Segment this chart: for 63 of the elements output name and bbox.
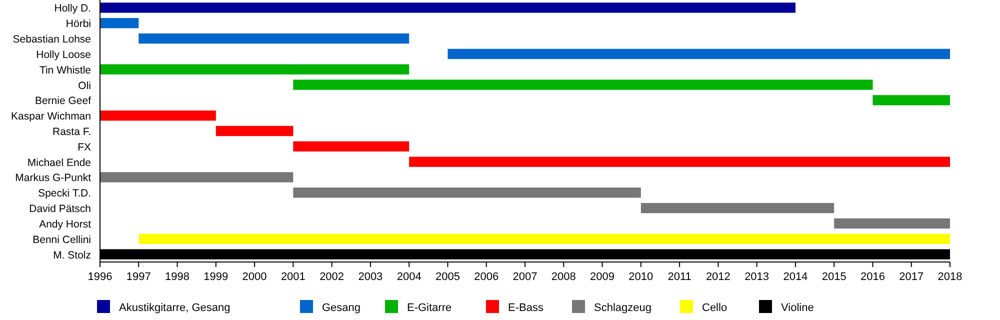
legend-label: E-Gitarre (407, 302, 452, 314)
x-tick-label: 2011 (668, 271, 692, 283)
bar (409, 156, 950, 167)
bar (100, 172, 294, 182)
y-tick-label: Kaspar Wichman (11, 110, 92, 123)
y-tick-label: Holly D. (54, 2, 91, 15)
x-tick-label: 2006 (474, 271, 499, 283)
x-tick-label: 1999 (204, 271, 228, 283)
bar (293, 141, 410, 152)
bar (293, 188, 641, 198)
bar (138, 234, 950, 244)
bar (216, 126, 294, 136)
x-tick-label: 2003 (358, 271, 383, 283)
legend-label: Violine (781, 302, 814, 314)
x-tick-label: 2005 (435, 271, 460, 283)
x-tick-label: 1997 (126, 271, 151, 283)
legend-label: E-Bass (508, 302, 544, 314)
y-tick-label: FX (78, 141, 91, 154)
x-tick-label: 2007 (512, 271, 538, 283)
x-tick-label: 2017 (899, 271, 924, 283)
x-tick-label: 2004 (396, 271, 422, 283)
y-tick-label: Oli (78, 80, 91, 92)
x-tick-label: 2016 (860, 271, 885, 283)
bar (100, 64, 410, 74)
y-tick-label: M. Stolz (53, 249, 91, 262)
bar (100, 18, 139, 28)
legend-label: Cello (702, 302, 728, 314)
y-tick-label: Bernie Geef (34, 95, 92, 108)
legend-label: Akustikgitarre, Gesang (119, 302, 230, 314)
x-tick-label: 2000 (242, 271, 267, 283)
legend-label: Gesang (322, 302, 361, 314)
y-tick-label: Benni Cellini (32, 234, 91, 246)
y-tick-label: Tin Whistle (39, 64, 92, 76)
x-tick-label: 2010 (628, 271, 654, 283)
y-tick-label: Specki T.D. (38, 188, 91, 200)
x-tick-label: 2008 (551, 271, 576, 283)
x-tick-label: 2002 (320, 271, 344, 283)
x-tick-label: 1998 (165, 271, 190, 283)
x-tick-label: 2012 (706, 271, 730, 283)
x-tick-label: 2014 (783, 271, 808, 283)
y-tick-label: Markus G-Punkt (15, 172, 92, 184)
x-tick-label: 2015 (822, 271, 846, 283)
bar (293, 80, 873, 90)
y-tick-label: David Pätsch (29, 203, 92, 216)
x-tick-label: 2001 (280, 271, 306, 283)
bar (138, 33, 410, 44)
x-tick-label: 2018 (938, 271, 962, 283)
x-tick-label: 2013 (744, 271, 770, 283)
y-tick-label: Sebastian Lohse (12, 34, 92, 46)
bar (100, 110, 216, 121)
y-tick-label: Holly Loose (36, 48, 92, 61)
y-tick-label: Rasta F. (52, 126, 91, 138)
bar (872, 95, 950, 106)
legend-label: Schlagzeug (594, 302, 652, 314)
y-tick-label: Michael Ende (27, 156, 92, 169)
x-tick-label: 2009 (590, 271, 615, 283)
x-tick-label: 1996 (88, 271, 112, 283)
y-tick-label: Hörbi (66, 18, 91, 30)
bar (834, 218, 950, 229)
bar (100, 2, 796, 13)
bar (640, 202, 834, 214)
y-tick-label: Andy Horst (39, 218, 92, 230)
bar (448, 48, 950, 60)
